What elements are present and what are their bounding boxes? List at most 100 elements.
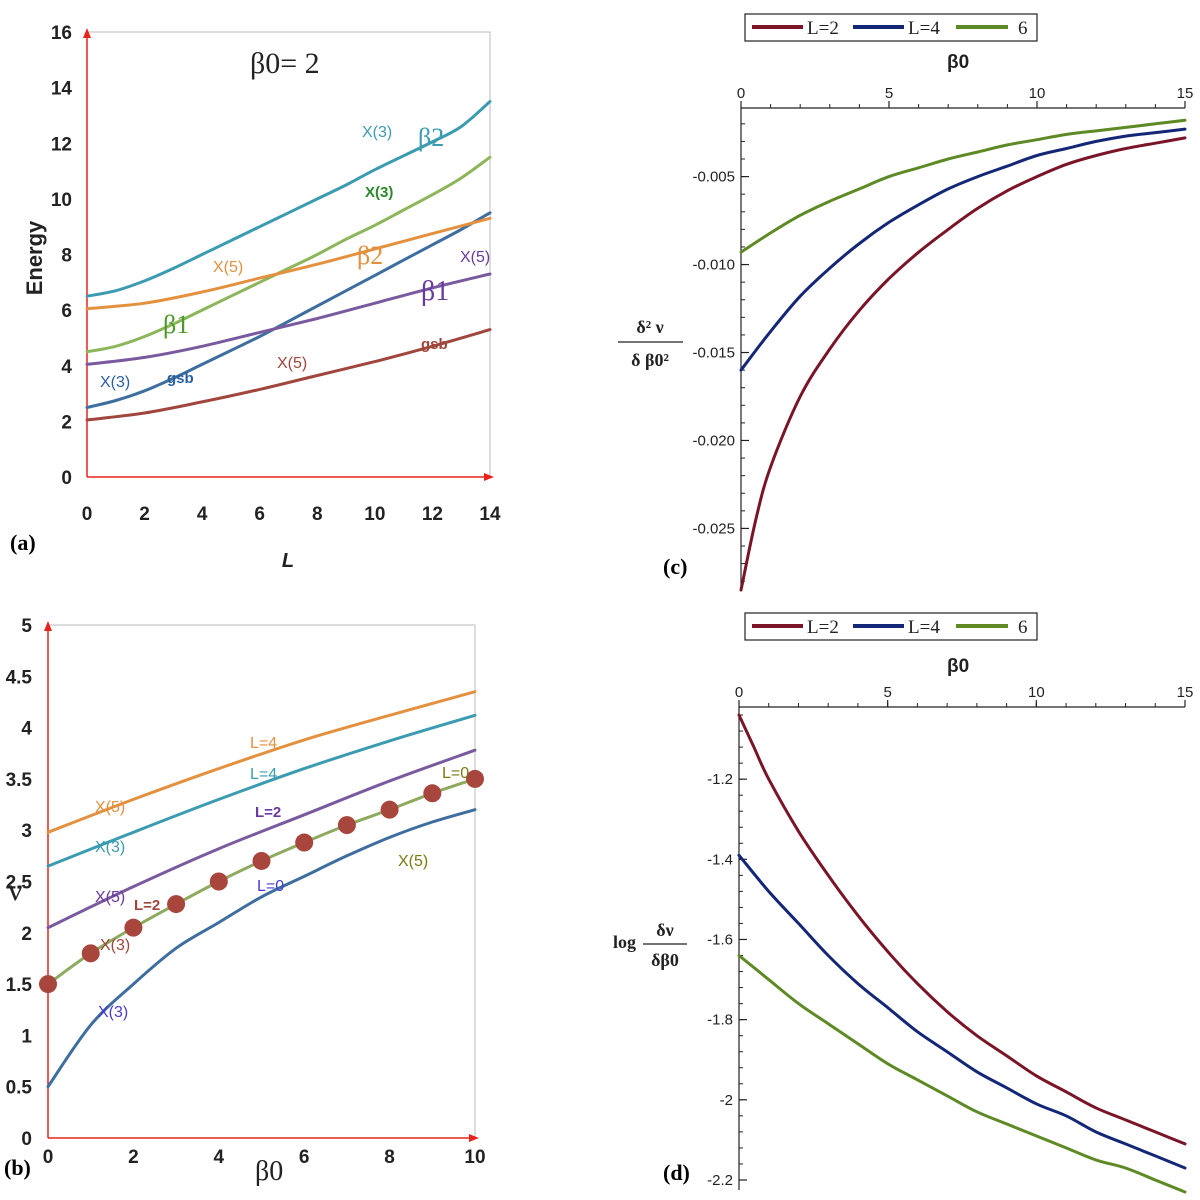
data-point <box>124 918 143 937</box>
panel-b-annotation: L=4 <box>250 766 277 783</box>
x-tick-label: 12 <box>422 504 443 525</box>
panel-c-ylabel-num: δ² ν <box>636 317 663 337</box>
panel-a-y-arrow <box>83 28 91 38</box>
panel-b-annotation: X(5) <box>95 799 125 816</box>
x-tick-label: 0 <box>735 684 743 701</box>
panel-c-label: (c) <box>663 554 687 579</box>
data-point <box>167 895 186 914</box>
panel-b-annotation: L=4 <box>250 735 277 752</box>
y-tick-label: 3.5 <box>6 770 33 791</box>
panel-b-annotation: X(5) <box>398 853 428 870</box>
panel-b-annotation: X(3) <box>100 937 130 954</box>
panel-c-legend-label: L=4 <box>908 18 940 39</box>
panel-b-annotation: L=0 <box>442 765 469 782</box>
y-tick-label: 14 <box>51 79 73 100</box>
panel-b-y-arrow <box>44 621 52 631</box>
y-tick-label: 2 <box>61 412 72 433</box>
x-tick-label: 6 <box>299 1147 310 1168</box>
panel-a-annotation: β2 <box>418 123 444 152</box>
y-tick-label: 10 <box>51 190 72 211</box>
panel-d: L=2 L=4 6 0 5 10 15 -1.2 -1.4 -1.6 -1.8 -2 -2.2 β… <box>613 612 1193 1194</box>
panel-a-annotation: β1 <box>163 310 189 339</box>
panel-c-ylabel-den: δ β0² <box>631 350 669 370</box>
panel-a-frame <box>86 31 491 478</box>
x-tick-label: 15 <box>1177 85 1194 102</box>
panel-b-ticks: 0 2 4 6 8 10 0 0.5 1 1.5 2 2.5 3 3.5 4 4.5 5 <box>6 616 486 1168</box>
panel-c-legend-label: L=2 <box>807 18 839 39</box>
data-point <box>252 851 271 870</box>
y-tick-label: -0.010 <box>692 257 735 274</box>
panel-b-annotation: L=2 <box>255 804 281 821</box>
y-tick-label: -0.025 <box>692 520 735 537</box>
panel-d-legend-label: 6 <box>1018 617 1028 638</box>
series-line <box>46 713 477 868</box>
y-tick-label: 0.5 <box>6 1078 33 1099</box>
panel-d-ylabel-prefix: log <box>613 932 636 952</box>
series-line <box>85 155 492 354</box>
y-tick-label: 2.5 <box>6 873 33 894</box>
series-line <box>46 808 477 1089</box>
panel-d-series <box>737 713 1187 1194</box>
panel-a-annotation: β2 <box>357 241 383 270</box>
panel-d-ylabel-den: δβ0 <box>651 950 679 970</box>
panel-b-series <box>39 690 484 1089</box>
series-line <box>85 216 492 311</box>
panel-c-series <box>739 118 1187 592</box>
series-line <box>737 954 1187 1194</box>
data-point <box>423 784 442 803</box>
y-tick-label: 3 <box>21 821 32 842</box>
y-tick-label: 1 <box>21 1026 32 1047</box>
panel-b-x-arrow <box>469 1134 479 1142</box>
panel-a-ylabel: Energy <box>22 220 47 295</box>
series-line <box>739 118 1187 254</box>
data-point <box>81 944 100 963</box>
y-tick-label: 0 <box>61 468 72 489</box>
panel-a-annotation: X(5) <box>213 259 243 276</box>
x-tick-label: 5 <box>885 85 893 102</box>
y-tick-label: -0.005 <box>692 169 735 186</box>
x-tick-label: 0 <box>737 85 745 102</box>
x-tick-label: 8 <box>312 504 323 525</box>
panel-a-title: β0= 2 <box>250 47 320 80</box>
x-tick-label: 14 <box>479 504 501 525</box>
y-tick-label: -0.020 <box>692 432 735 449</box>
panel-a-annotation: X(5) <box>460 249 490 266</box>
y-tick-label: 2 <box>21 924 32 945</box>
panel-a-annotation: β1 <box>421 276 449 307</box>
y-tick-label: 5 <box>21 616 32 637</box>
panel-a-series <box>85 100 492 422</box>
y-tick-label: 0 <box>21 1129 32 1150</box>
y-tick-label: 12 <box>51 134 72 155</box>
panel-a-annotation: X(3) <box>100 374 130 391</box>
panel-c-ticks: 0 5 10 15 -0.005 -0.010 -0.015 -0.020 -0.025 <box>692 85 1194 582</box>
y-tick-label: 4 <box>21 719 32 740</box>
panel-c: L=2 L=4 6 0 5 10 15 -0.005 -0.010 -0.015 -0.020… <box>618 13 1194 592</box>
panel-d-legend-label: L=4 <box>908 617 940 638</box>
panel-d-ticks: 0 5 10 15 -1.2 -1.4 -1.6 -1.8 -2 -2.2 <box>707 684 1193 1189</box>
data-point <box>337 816 356 835</box>
panel-a-annotation: gsb <box>167 370 194 387</box>
panel-a-annotation: X(3) <box>365 184 393 201</box>
x-tick-label: 2 <box>139 504 150 525</box>
x-tick-label: 6 <box>254 504 265 525</box>
series-line <box>85 328 492 422</box>
y-tick-label: -1.6 <box>707 931 733 948</box>
y-tick-label: -2.2 <box>707 1172 733 1189</box>
panel-d-xlabel: β0 <box>947 656 969 677</box>
y-tick-label: -2 <box>720 1092 733 1109</box>
x-tick-label: 10 <box>1028 684 1045 701</box>
panel-b-annotation: X(3) <box>98 1004 128 1021</box>
panel-b-label: (b) <box>4 1155 31 1180</box>
panel-d-ylabel-num: δν <box>656 920 673 940</box>
panel-d-label: (d) <box>663 1160 690 1185</box>
panel-b-ylabel: ν <box>8 871 22 907</box>
data-point <box>209 872 228 891</box>
y-tick-label: 8 <box>61 246 72 267</box>
y-tick-label: -1.8 <box>707 1012 733 1029</box>
series-line <box>737 853 1187 1170</box>
panel-a-annotation: X(5) <box>277 355 307 372</box>
y-tick-label: 4.5 <box>6 667 33 688</box>
panel-b-annotation: X(3) <box>95 839 125 856</box>
panel-d-legend-label: L=2 <box>807 617 839 638</box>
